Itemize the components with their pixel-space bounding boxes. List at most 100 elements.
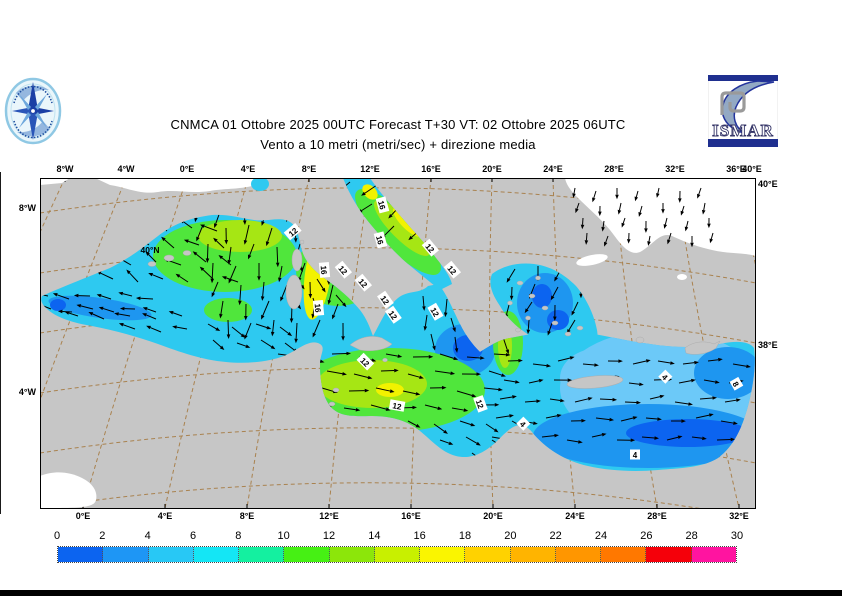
atlantic-corner [40, 472, 97, 508]
graticule-label: 28°E [604, 164, 624, 174]
colorbar-segment [58, 547, 104, 562]
graticule-label: 16°E [421, 164, 441, 174]
graticule-label: 24°E [543, 164, 563, 174]
chart-title: CNMCA 01 Ottobre 2025 00UTC Forecast T+3… [170, 117, 626, 132]
graticule-label: 12°E [360, 164, 380, 174]
svg-text:16: 16 [313, 303, 323, 313]
graticule-label: 40°E [742, 164, 762, 174]
graticule-label: 38°E [758, 340, 778, 350]
colorbar-tick-label: 20 [504, 530, 517, 542]
map-frame [40, 178, 756, 509]
rhodes [635, 336, 645, 344]
sicily [349, 336, 393, 351]
chart-subtitle: Vento a 10 metri (metri/sec) + direzione… [260, 137, 536, 152]
colorbar-tick-label: 6 [189, 530, 197, 542]
graticule-label: 32°E [729, 511, 749, 521]
colorbar-segment [103, 547, 149, 562]
graticule-label: 8°E [239, 511, 255, 521]
wind-arrows-black-sea [572, 187, 714, 248]
svg-text:16: 16 [374, 235, 385, 246]
colorbar-segment [465, 547, 511, 562]
colorbar-tick-label: 10 [277, 530, 290, 542]
graticule-label: 4°W [117, 164, 135, 174]
svg-text:4: 4 [633, 451, 638, 460]
colorbar-tick-label: 22 [549, 530, 562, 542]
balearic-islands [182, 250, 192, 256]
logo-arc-text-top [13, 85, 53, 104]
colorbar-segment [329, 547, 375, 562]
wind-speed-colorbar [57, 546, 737, 563]
svg-text:12: 12 [392, 401, 403, 412]
ismar-wordmark: ISMAR [712, 121, 774, 140]
colorbar-tick-label: 24 [594, 530, 608, 542]
black-sea-area [565, 178, 756, 256]
graticule-label: 4°E [240, 164, 256, 174]
graticule-label: 20°E [483, 511, 503, 521]
malta [382, 357, 388, 363]
colorbar-tick-label: 18 [458, 530, 472, 542]
colorbar-segment [510, 547, 556, 562]
colorbar-tick-label: 0 [53, 530, 61, 542]
graticule-label: 28°E [647, 511, 667, 521]
graticule-label: 36°E [726, 164, 746, 174]
svg-text:4: 4 [518, 420, 528, 430]
svg-text:16: 16 [376, 200, 387, 211]
graticule-label: 8°W [18, 203, 36, 213]
svg-text:16: 16 [319, 265, 329, 275]
corsica [291, 248, 303, 272]
sardinia [285, 274, 303, 310]
cyprus [684, 340, 721, 355]
colorbar-tick-label: 12 [322, 530, 336, 542]
elba [299, 239, 305, 245]
graticule-label: 20°E [482, 164, 502, 174]
colorbar-segment [555, 547, 602, 562]
graticule-label: 4°E [157, 511, 173, 521]
logo-swirl-bottom [17, 121, 50, 137]
colorbar-segment [284, 547, 330, 562]
colorbar-tick-label: 28 [685, 530, 698, 542]
colorbar-tick-label: 14 [368, 530, 381, 542]
inner-graticule-labels: 40°N [141, 245, 160, 255]
logo-arc-text-bottom [13, 120, 53, 139]
colorbar-segment [193, 547, 240, 562]
colorbar-tick-label: 2 [99, 530, 106, 542]
left-edge-line [0, 172, 1, 514]
graticule-label: 0°E [75, 511, 91, 521]
colorbar-tick-label: 26 [640, 530, 653, 542]
graticule-label: 32°E [665, 164, 685, 174]
colorbar-segment [420, 547, 466, 562]
aeronautica-militare-cnmca-logo [4, 77, 62, 145]
graticule-label: 0°E [179, 164, 195, 174]
colorbar-tick-label: 8 [235, 530, 242, 542]
graticule-label: 40°E [758, 179, 778, 189]
colorbar-segment [691, 547, 736, 562]
cnr-emblem-icon [720, 91, 746, 115]
svg-text:8: 8 [731, 380, 741, 389]
crete [566, 375, 624, 389]
colorbar-segment [646, 547, 692, 562]
sea-of-marmara [576, 254, 608, 266]
graticule-label: 24°E [565, 511, 585, 521]
svg-text:40°N: 40°N [141, 245, 160, 255]
ismar-logo: ISMAR [708, 75, 778, 147]
colorbar-segment [148, 547, 194, 562]
bottom-black-bar [0, 590, 842, 596]
colorbar-tick-label: 4 [144, 530, 151, 542]
ismar-bottom-bar [708, 139, 778, 147]
svg-text:4: 4 [660, 373, 670, 383]
graticule-label: 4°W [18, 387, 36, 397]
graticule-label: 8°E [301, 164, 317, 174]
graticule-label: 16°E [401, 511, 421, 521]
logo-swirl-top [16, 85, 49, 101]
colorbar-segment [601, 547, 647, 562]
svg-text:12: 12 [474, 398, 486, 410]
out-of-domain-white [40, 178, 756, 508]
ismar-top-bar [708, 75, 778, 81]
colorbar-segment [374, 547, 421, 562]
graticule-label: 12°E [319, 511, 339, 521]
compass-star-icon [12, 82, 54, 140]
colorbar-segment [239, 547, 285, 562]
graticule-label: 8°W [56, 164, 74, 174]
